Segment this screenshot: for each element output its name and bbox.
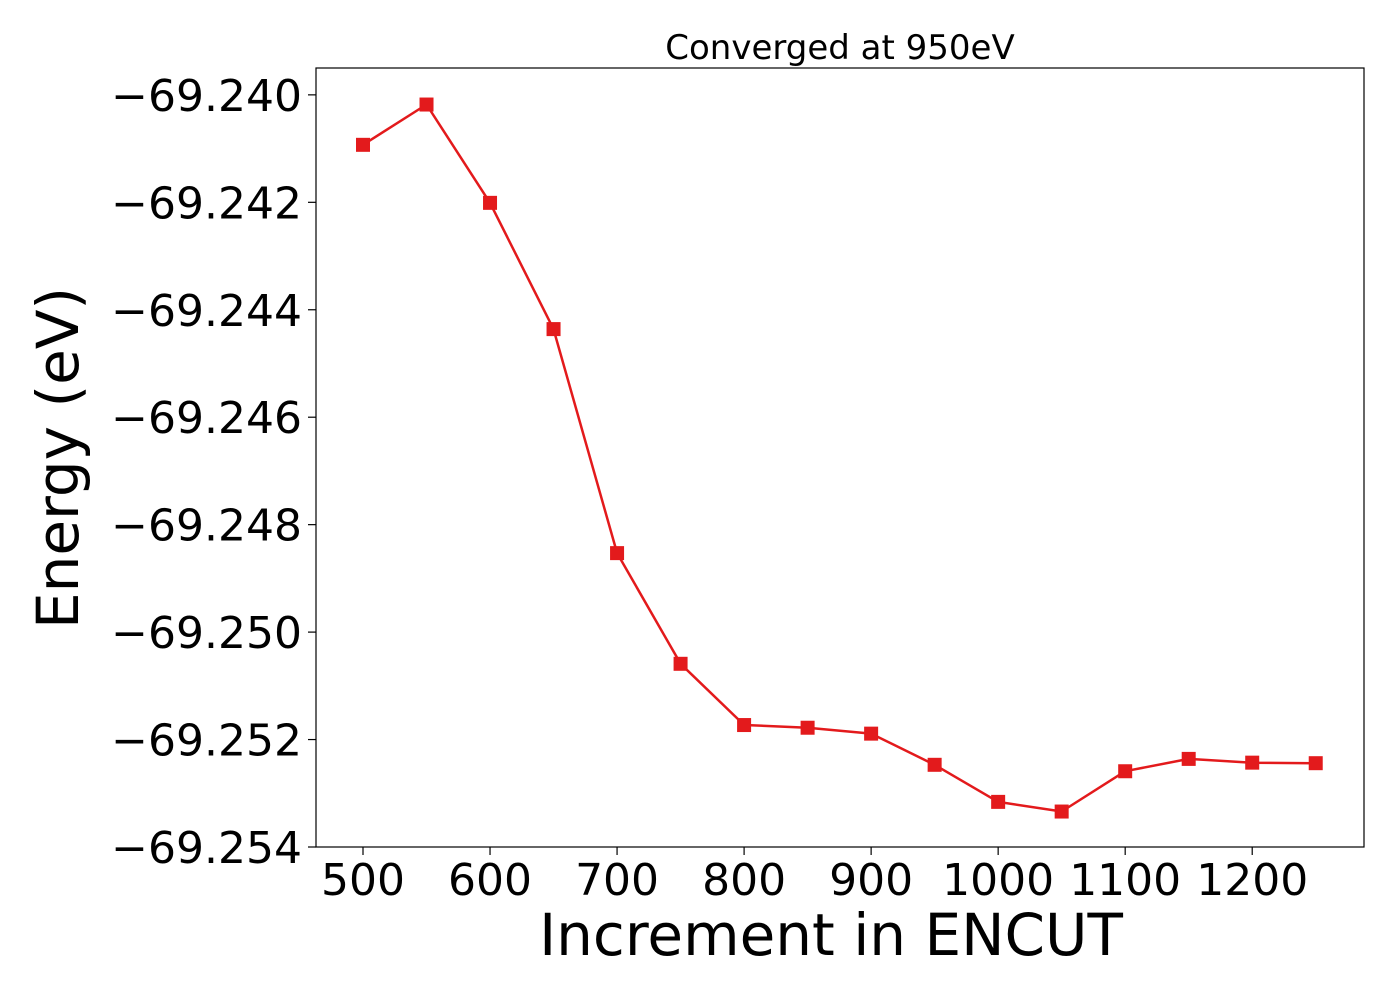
y-tick-label: −69.254 [111, 823, 302, 874]
data-point-marker [737, 718, 752, 733]
plot-frame [315, 67, 1365, 848]
data-point-marker [991, 794, 1006, 809]
data-point-marker [673, 656, 688, 671]
data-point-marker [356, 137, 371, 152]
data-point-marker [800, 720, 815, 735]
data-point-marker [1308, 756, 1323, 771]
y-tick-label: −69.248 [111, 501, 302, 552]
data-point-marker [610, 546, 625, 561]
x-tick-label: 1000 [942, 855, 1054, 906]
series-line [362, 103, 1316, 813]
y-tick-label: −69.250 [111, 608, 302, 659]
x-axis-label: Increment in ENCUT [539, 901, 1123, 969]
data-point-marker [546, 322, 561, 337]
y-axis-label: Energy (eV) [24, 287, 92, 629]
data-point-marker [1118, 764, 1133, 779]
y-tick-label: −69.252 [111, 716, 302, 767]
y-tick-label: −69.242 [111, 178, 302, 229]
x-tick-label: 600 [448, 855, 532, 906]
y-tick-label: −69.240 [111, 71, 302, 122]
data-point-marker [419, 97, 434, 112]
x-tick-label: 500 [321, 855, 405, 906]
data-point-marker [864, 726, 879, 741]
x-tick-label: 1200 [1196, 855, 1308, 906]
chart-title: Converged at 950eV [665, 28, 1014, 68]
x-tick-label: 800 [702, 855, 786, 906]
x-tick-label: 1100 [1069, 855, 1181, 906]
data-point-marker [1181, 751, 1196, 766]
y-tick-label: −69.246 [111, 393, 302, 444]
data-point-marker [483, 195, 498, 210]
y-tick-label: −69.244 [111, 286, 302, 337]
series-layer [356, 97, 1323, 819]
data-point-marker [1245, 755, 1260, 770]
axes: 500 600 700 800 900 1000 1100 1200 −69.240 −69.24… [111, 67, 1365, 906]
x-tick-label: 900 [829, 855, 913, 906]
data-point-marker [1054, 804, 1069, 819]
x-tick-label: 700 [575, 855, 659, 906]
data-point-marker [927, 757, 942, 772]
